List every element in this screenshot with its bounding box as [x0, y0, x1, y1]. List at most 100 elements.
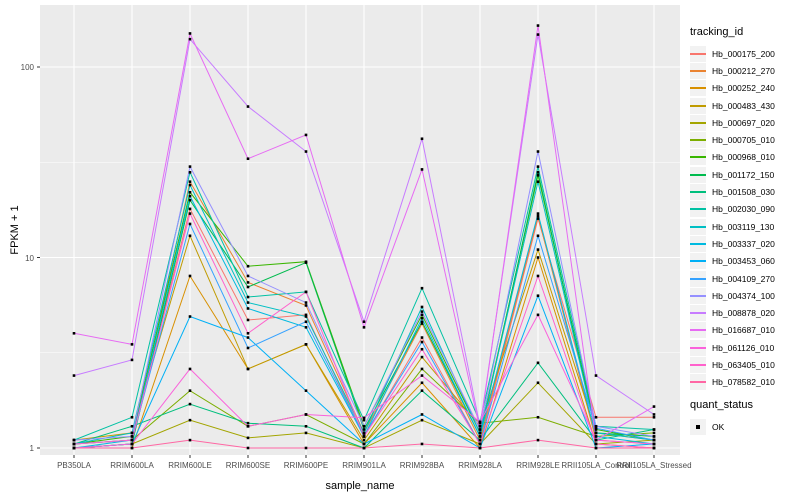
legend-tracking-id: tracking_id Hb_000175_200 Hb_000212_270 Hb…	[690, 26, 775, 391]
legend-entry-label: Hb_003119_130	[712, 221, 775, 232]
legend-entry: Hb_000483_430	[690, 97, 775, 114]
data-point	[594, 435, 598, 438]
data-point	[478, 435, 482, 438]
data-point	[420, 137, 424, 141]
legend-entry-label: Hb_001172_150	[712, 169, 775, 180]
legend-entry-label: Hb_008878_020	[712, 308, 775, 319]
data-point	[188, 402, 192, 406]
data-point	[188, 418, 192, 422]
data-point	[304, 304, 308, 307]
data-point	[420, 310, 424, 313]
data-point	[246, 274, 250, 278]
data-point	[72, 332, 76, 335]
legend-entry: Hb_008878_020	[690, 304, 775, 322]
data-point	[188, 180, 192, 183]
legend-entry-label: Hb_004374_100	[712, 290, 775, 301]
legend-line-swatch-icon	[690, 121, 706, 124]
legend-line-swatch-icon	[690, 277, 706, 280]
data-point	[420, 336, 424, 339]
legend-key-ok	[690, 418, 706, 435]
data-point	[304, 326, 308, 329]
legend-line-swatch-icon	[690, 69, 706, 72]
data-point	[594, 374, 598, 377]
legend-entry-label: Hb_016687_010	[712, 325, 775, 336]
data-point	[246, 336, 250, 339]
data-point	[72, 446, 76, 450]
data-point	[130, 358, 134, 362]
legend-line-swatch-icon	[690, 346, 706, 349]
legend-entry: Hb_004374_100	[690, 287, 775, 304]
legend-entry: Hb_061126_010	[690, 339, 775, 356]
data-point	[362, 418, 366, 422]
data-point	[188, 367, 192, 371]
data-point	[362, 416, 366, 420]
data-point	[536, 294, 540, 298]
data-point	[420, 381, 424, 385]
data-point	[420, 367, 424, 371]
legend-entry: Hb_000212_270	[690, 62, 775, 79]
data-point	[536, 217, 540, 220]
data-point	[304, 413, 308, 416]
x-tick-label: RRIM928LA	[458, 461, 502, 470]
legend-line-swatch-icon	[690, 191, 706, 194]
data-point	[362, 435, 366, 438]
data-point	[536, 438, 540, 442]
x-tick-label: RRIM600SE	[225, 461, 271, 470]
data-point	[246, 424, 250, 428]
data-point	[478, 420, 482, 424]
data-point	[304, 446, 308, 450]
y-tick-label: 10	[25, 253, 34, 263]
data-point	[420, 322, 424, 325]
data-point	[652, 415, 656, 419]
data-point	[188, 37, 192, 41]
x-tick-label: RRII105LA_Stressed	[616, 461, 692, 470]
legend-entry-label: Hb_004109_270	[712, 273, 775, 284]
data-point	[246, 421, 250, 425]
data-point	[246, 105, 250, 108]
data-point	[594, 428, 598, 431]
data-point	[130, 446, 134, 450]
data-point	[304, 320, 308, 324]
legend-key	[690, 132, 706, 149]
data-point	[188, 222, 192, 226]
data-point	[188, 234, 192, 238]
data-point	[72, 438, 76, 442]
data-point	[304, 343, 308, 346]
legend-key	[690, 114, 706, 131]
x-tick-label: RRIM600PE	[283, 461, 329, 470]
data-point	[652, 413, 656, 416]
legend-entry-label: Hb_000483_430	[712, 100, 775, 111]
data-point	[652, 442, 656, 446]
legend-entry: Hb_016687_010	[690, 322, 775, 339]
legend-key	[690, 166, 706, 183]
legend-line-swatch-icon	[690, 363, 706, 366]
data-point	[420, 340, 424, 344]
data-point	[246, 346, 250, 350]
data-point	[246, 318, 250, 322]
legend-line-swatch-icon	[690, 208, 706, 211]
data-point	[72, 374, 76, 377]
data-point	[536, 256, 540, 259]
data-point	[420, 286, 424, 290]
legend-quant-title: quant_status	[690, 399, 753, 411]
legend-key	[690, 201, 706, 218]
data-point	[652, 431, 656, 435]
data-point	[188, 389, 192, 392]
data-point	[246, 436, 250, 440]
legend-entry-label: Hb_000175_200	[712, 48, 775, 59]
legend-entry: Hb_000705_010	[690, 131, 775, 149]
data-point	[652, 405, 656, 408]
data-point	[304, 389, 308, 392]
x-tick-label: RRIM928LE	[516, 461, 560, 470]
legend-entry: Hb_063405_010	[690, 356, 775, 373]
data-point	[420, 316, 424, 320]
data-point	[536, 171, 540, 174]
data-point	[188, 165, 192, 168]
data-point	[304, 424, 308, 428]
data-point	[478, 442, 482, 446]
data-point	[594, 438, 598, 442]
data-point	[246, 332, 250, 335]
legend-line-swatch-icon	[690, 87, 706, 90]
data-point	[420, 413, 424, 416]
legend-key	[690, 374, 706, 391]
